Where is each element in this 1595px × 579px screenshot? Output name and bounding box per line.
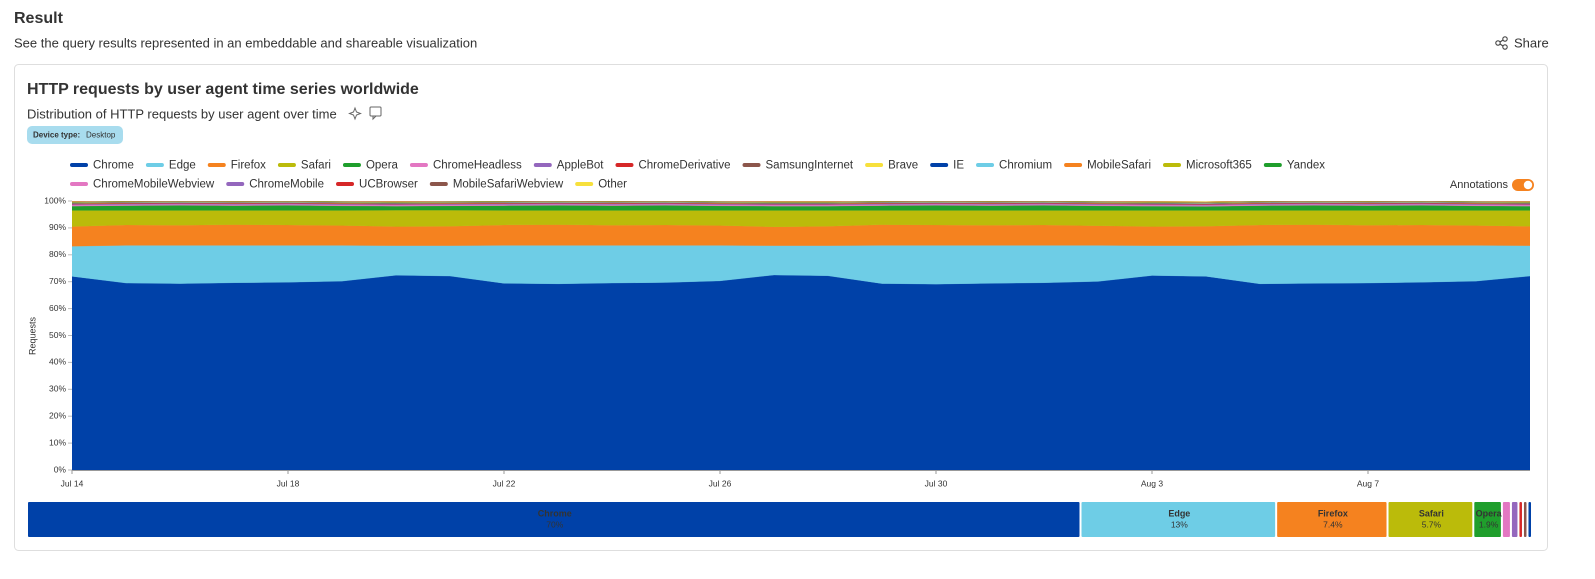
y-tick-label: 90% xyxy=(49,222,66,232)
legend-label: Opera xyxy=(366,160,399,172)
x-tick-label: Jul 26 xyxy=(709,478,732,488)
legend-label: ChromeDerivative xyxy=(638,160,730,172)
legend-item[interactable]: Other xyxy=(575,179,627,191)
legend-item[interactable]: Chrome xyxy=(70,160,134,172)
legend-item[interactable]: SamsungInternet xyxy=(742,160,854,172)
summary-segment xyxy=(28,502,1080,537)
legend-item[interactable]: Chromium xyxy=(976,160,1052,172)
description-icons[interactable] xyxy=(348,106,382,121)
subheading: See the query results represented in an … xyxy=(14,35,477,50)
legend-label: SamsungInternet xyxy=(766,160,854,172)
area xyxy=(72,209,1530,227)
y-tick-label: 70% xyxy=(49,276,66,286)
legend-item[interactable]: AppleBot xyxy=(533,160,604,172)
filter-tag[interactable] xyxy=(27,126,123,144)
summary-segment xyxy=(1277,502,1387,537)
y-tick-label: 30% xyxy=(49,384,66,394)
legend-item[interactable]: ChromeDerivative xyxy=(615,160,731,172)
summary-name: Edge xyxy=(1168,508,1190,518)
share-label: Share xyxy=(1514,35,1549,50)
summary-segment xyxy=(1502,502,1510,537)
legend-item[interactable]: IE xyxy=(930,160,964,172)
y-tick-label: 0% xyxy=(54,464,67,474)
legend-item[interactable]: ChromeMobileWebview xyxy=(70,179,215,191)
annotations-label: Annotations xyxy=(1450,179,1509,191)
x-tick-label: Aug 7 xyxy=(1357,478,1379,488)
summary-name: Chrome xyxy=(538,508,572,518)
legend-label: ChromeHeadless xyxy=(433,160,522,172)
x-tick-label: Jul 22 xyxy=(493,478,516,488)
summary-name: Safari xyxy=(1419,508,1444,518)
y-tick-label: 60% xyxy=(49,303,66,313)
legend-item[interactable]: Opera xyxy=(342,160,399,172)
legend-label: ChromeMobileWebview xyxy=(93,179,215,191)
y-tick-label: 40% xyxy=(49,357,66,367)
summary-value: 5.7% xyxy=(1422,519,1442,529)
legend-label: Other xyxy=(598,179,627,191)
summary-segment xyxy=(1081,502,1276,537)
legend-item[interactable]: ChromeHeadless xyxy=(409,160,522,172)
toggle-knob xyxy=(1523,180,1533,190)
summary-segment xyxy=(1511,502,1518,537)
y-tick-label: 100% xyxy=(44,195,66,205)
y-axis-label: Requests xyxy=(27,316,37,355)
legend-item[interactable]: UCBrowser xyxy=(336,179,418,191)
x-tick-label: Jul 18 xyxy=(277,478,300,488)
legend-label: IE xyxy=(953,160,964,172)
legend-item[interactable]: ChromeMobile xyxy=(226,179,324,191)
legend-label: Edge xyxy=(169,160,196,172)
y-tick-label: 20% xyxy=(49,410,66,420)
legend-label: MobileSafariWebview xyxy=(453,179,564,191)
legend-item[interactable]: Microsoft365 xyxy=(1163,160,1252,172)
legend-item[interactable]: Brave xyxy=(865,160,918,172)
x-tick-label: Jul 30 xyxy=(925,478,948,488)
y-tick-label: 10% xyxy=(49,437,66,447)
summary-value: 1.9% xyxy=(1479,519,1499,529)
legend-label: ChromeMobile xyxy=(249,179,324,191)
legend-item[interactable]: MobileSafari xyxy=(1064,160,1151,172)
summary-value: 13% xyxy=(1171,519,1188,529)
legend-label: Microsoft365 xyxy=(1186,160,1252,172)
y-tick-label: 50% xyxy=(49,330,66,340)
legend-label: Chromium xyxy=(999,160,1052,172)
legend-label: Firefox xyxy=(231,160,266,172)
legend-label: UCBrowser xyxy=(359,179,418,191)
legend-item[interactable]: Edge xyxy=(145,160,196,172)
legend-item[interactable]: Yandex xyxy=(1263,160,1325,172)
tag-value: Desktop xyxy=(86,131,116,140)
share-button[interactable]: Share xyxy=(1495,35,1549,50)
legend-label: Safari xyxy=(301,160,331,172)
annotations-toggle[interactable] xyxy=(1512,179,1534,191)
legend-label: Yandex xyxy=(1287,160,1325,172)
y-tick-label: 80% xyxy=(49,249,66,259)
summary-name: Opera xyxy=(1476,508,1503,518)
plot-area xyxy=(72,201,1530,470)
summary-segment xyxy=(1523,502,1527,537)
chart-subtitle: Distribution of HTTP requests by user ag… xyxy=(27,106,337,121)
heading: Result xyxy=(14,10,64,27)
summary-value: 7.4% xyxy=(1323,519,1343,529)
legend-label: Chrome xyxy=(93,160,134,172)
legend-item[interactable]: Safari xyxy=(277,160,331,172)
share-icon xyxy=(1495,36,1508,50)
summary-segment xyxy=(1388,502,1473,537)
summary-value: 70% xyxy=(546,519,563,529)
summary-segment xyxy=(1474,502,1501,537)
legend-item[interactable]: MobileSafariWebview xyxy=(429,179,564,191)
summary-segment xyxy=(1519,502,1522,537)
x-tick-label: Jul 14 xyxy=(61,478,84,488)
tag-key: Device type: xyxy=(33,131,80,140)
legend-label: AppleBot xyxy=(557,160,604,172)
chart-title: HTTP requests by user agent time series … xyxy=(27,81,419,98)
area xyxy=(72,274,1530,470)
legend-item[interactable]: Firefox xyxy=(207,160,266,172)
legend-label: MobileSafari xyxy=(1087,160,1151,172)
summary-name: Firefox xyxy=(1318,508,1348,518)
area xyxy=(72,224,1530,247)
legend-label: Brave xyxy=(888,160,918,172)
x-tick-label: Aug 3 xyxy=(1141,478,1163,488)
summary-segment xyxy=(1528,502,1531,537)
